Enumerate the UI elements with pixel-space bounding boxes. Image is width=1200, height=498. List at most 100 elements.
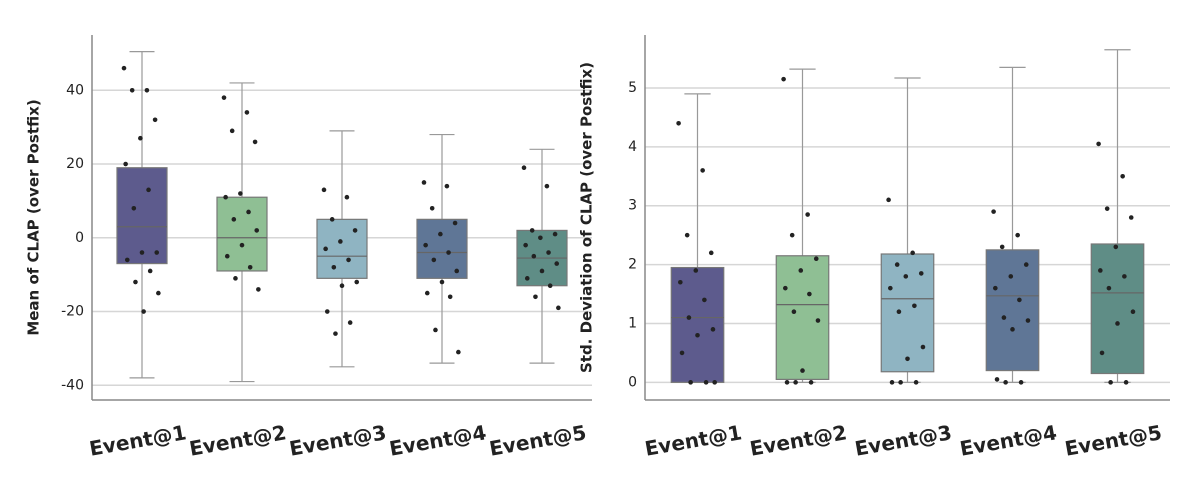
- data-point: [338, 239, 343, 244]
- data-point: [544, 183, 550, 189]
- data-point: [1120, 173, 1125, 179]
- data-point: [221, 95, 227, 100]
- data-point: [121, 65, 127, 71]
- data-point: [1104, 206, 1110, 211]
- x-tick-label: Event@1: [643, 420, 744, 461]
- data-point: [247, 264, 253, 270]
- data-point: [1025, 318, 1031, 323]
- data-point: [888, 285, 893, 291]
- data-point: [246, 209, 251, 215]
- data-point: [447, 294, 453, 300]
- data-point: [1001, 315, 1007, 320]
- data-point: [547, 283, 553, 289]
- data-point: [688, 380, 693, 385]
- x-tick-label: Event@3: [853, 420, 954, 461]
- data-point: [1023, 262, 1029, 267]
- data-point: [920, 344, 926, 350]
- data-point: [815, 318, 821, 323]
- data-point: [423, 242, 428, 248]
- data-point: [1018, 380, 1024, 385]
- x-tick-label: Event@2: [187, 420, 288, 461]
- y-axis-label: Std. Deviation of CLAP (over Postfix): [578, 62, 596, 373]
- data-point: [152, 117, 158, 123]
- x-tick-label: Event@3: [287, 420, 388, 461]
- data-point: [684, 232, 690, 238]
- data-point: [695, 332, 700, 338]
- data-point: [531, 253, 537, 259]
- data-point: [1113, 244, 1119, 250]
- data-point: [244, 110, 250, 115]
- y-tick-label: -20: [61, 304, 84, 320]
- data-point: [352, 228, 358, 233]
- data-point: [886, 197, 891, 203]
- data-point: [138, 135, 143, 141]
- x-tick-label: Event@5: [1063, 420, 1164, 461]
- data-point: [446, 250, 451, 255]
- data-point: [339, 283, 345, 289]
- y-tick-label: 1: [628, 315, 637, 331]
- data-point: [1099, 350, 1105, 356]
- data-point: [703, 380, 709, 385]
- data-point: [439, 279, 445, 285]
- data-point: [552, 231, 558, 237]
- data-point: [894, 262, 900, 267]
- data-point: [905, 356, 910, 362]
- data-point: [539, 268, 545, 274]
- data-point: [1130, 309, 1136, 314]
- data-point: [433, 327, 438, 333]
- data-point: [1008, 274, 1014, 279]
- data-point: [554, 261, 560, 266]
- box: [216, 196, 268, 272]
- data-point: [789, 232, 795, 238]
- data-point: [141, 309, 146, 314]
- data-point: [991, 209, 996, 214]
- data-point: [994, 377, 1000, 382]
- data-point: [1098, 268, 1103, 273]
- data-point: [556, 305, 561, 311]
- data-point: [144, 88, 150, 93]
- data-point: [123, 161, 128, 167]
- data-point: [354, 279, 360, 285]
- data-point: [798, 268, 804, 273]
- data-point: [256, 287, 261, 292]
- data-point: [708, 250, 714, 256]
- x-tick-label: Event@5: [487, 420, 588, 461]
- data-point: [913, 380, 919, 385]
- data-point: [346, 257, 351, 263]
- y-tick-label: 5: [628, 80, 637, 96]
- data-point: [1123, 380, 1129, 385]
- data-point: [918, 271, 924, 276]
- data-point: [431, 257, 437, 263]
- data-point: [1017, 297, 1022, 303]
- data-point: [252, 139, 258, 145]
- data-point: [1108, 380, 1113, 385]
- data-point: [679, 350, 685, 356]
- data-point: [521, 165, 527, 171]
- data-point: [523, 242, 528, 248]
- data-point: [229, 128, 235, 134]
- data-point: [538, 235, 543, 241]
- data-point: [1106, 285, 1112, 291]
- data-point: [139, 250, 145, 255]
- data-point: [224, 253, 230, 259]
- data-point: [999, 244, 1005, 250]
- box: [880, 253, 935, 373]
- data-point: [239, 242, 245, 248]
- data-point: [702, 297, 707, 303]
- data-point: [231, 217, 237, 222]
- y-tick-label: 40: [66, 82, 84, 98]
- data-point: [323, 246, 328, 252]
- data-point: [124, 257, 130, 263]
- y-tick-label: 0: [75, 230, 84, 246]
- data-point: [452, 220, 458, 226]
- data-point: [333, 331, 338, 336]
- data-point: [254, 228, 260, 233]
- data-point: [1015, 232, 1020, 238]
- data-point: [800, 368, 805, 373]
- box: [775, 255, 830, 380]
- y-tick-label: 3: [628, 198, 637, 214]
- x-tick-label: Event@1: [87, 420, 188, 461]
- data-point: [454, 268, 460, 274]
- data-point: [524, 276, 530, 281]
- data-point: [1128, 215, 1134, 220]
